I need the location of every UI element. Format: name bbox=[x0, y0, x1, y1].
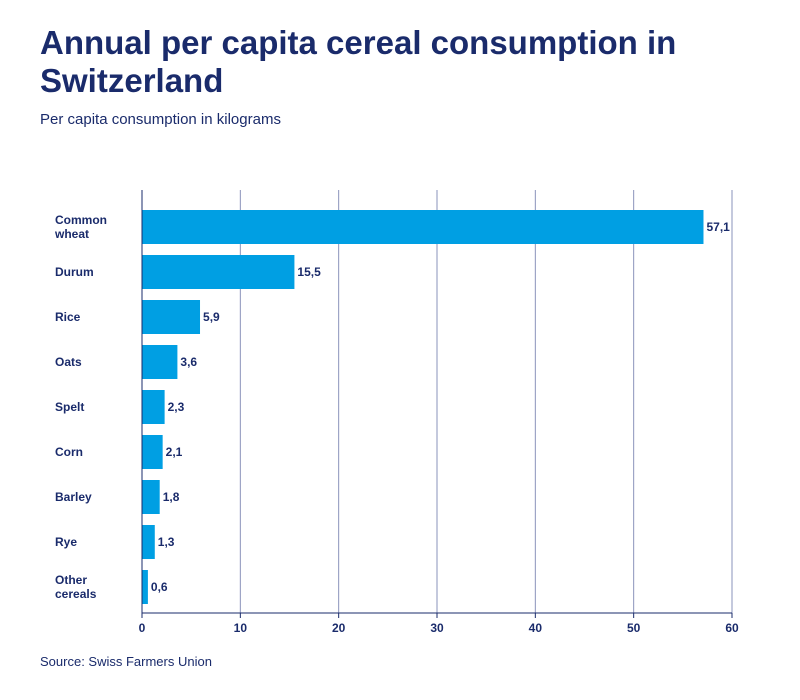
labels: Common wheat 57,1 Durum 15,5 Rice 5,9 Oats 3,6 Sp… bbox=[54, 213, 730, 601]
value-label: 2,1 bbox=[166, 445, 183, 459]
bar bbox=[142, 525, 155, 559]
x-tick-label: 30 bbox=[430, 621, 444, 635]
chart-title: Annual per capita cereal consumption in … bbox=[40, 24, 677, 99]
value-label: 15,5 bbox=[297, 265, 321, 279]
bars bbox=[142, 210, 704, 604]
category-label: Barley bbox=[55, 490, 92, 504]
category-label: Oats bbox=[55, 355, 82, 369]
bar bbox=[142, 480, 160, 514]
x-tick-label: 40 bbox=[529, 621, 543, 635]
chart-subtitle: Per capita consumption in kilograms bbox=[40, 111, 281, 128]
x-tick-label: 0 bbox=[139, 621, 146, 635]
category-label: Durum bbox=[55, 265, 94, 279]
x-tick-label: 50 bbox=[627, 621, 641, 635]
value-label: 0,6 bbox=[151, 580, 168, 594]
bar bbox=[142, 345, 178, 379]
category-label: Rye bbox=[55, 535, 77, 549]
bar bbox=[142, 570, 148, 604]
x-tick-label: 60 bbox=[725, 621, 739, 635]
value-label: 1,3 bbox=[158, 535, 175, 549]
x-tick-label: 10 bbox=[234, 621, 248, 635]
bar bbox=[142, 390, 165, 424]
bar bbox=[142, 300, 201, 334]
value-label: 1,8 bbox=[163, 490, 180, 504]
value-label: 5,9 bbox=[203, 310, 220, 324]
bar bbox=[142, 435, 163, 469]
value-label: 2,3 bbox=[168, 400, 185, 414]
x-tick-label: 20 bbox=[332, 621, 346, 635]
value-label: 3,6 bbox=[180, 355, 197, 369]
bar bbox=[142, 210, 704, 244]
value-label: 57,1 bbox=[706, 220, 730, 234]
category-label: Spelt bbox=[55, 400, 84, 414]
category-label: Other cereals bbox=[55, 573, 97, 601]
bar bbox=[142, 255, 295, 289]
category-label: Rice bbox=[55, 310, 81, 324]
gridlines bbox=[239, 190, 733, 613]
source-note: Source: Swiss Farmers Union bbox=[40, 654, 212, 669]
category-label: Common wheat bbox=[54, 213, 107, 241]
category-label: Corn bbox=[55, 445, 83, 459]
axes: 0 10 20 30 40 50 60 bbox=[139, 190, 739, 635]
